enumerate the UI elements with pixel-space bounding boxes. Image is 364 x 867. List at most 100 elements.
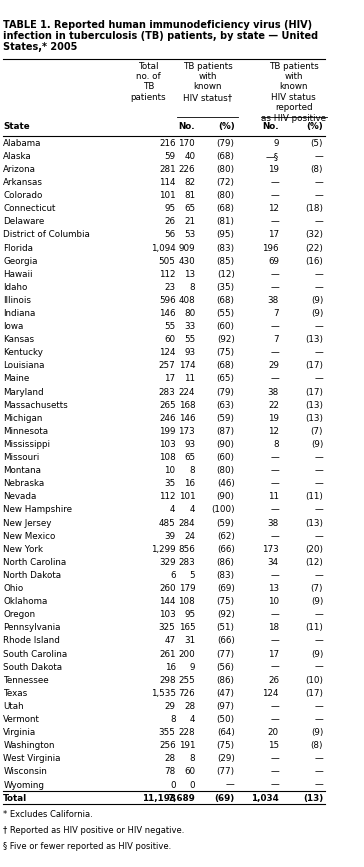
- Text: —§: —§: [266, 152, 279, 160]
- Text: Mississippi: Mississippi: [3, 440, 50, 449]
- Text: 173: 173: [262, 544, 279, 554]
- Text: (77): (77): [217, 767, 235, 777]
- Text: Alabama: Alabama: [3, 139, 42, 147]
- Text: 112: 112: [159, 492, 175, 501]
- Text: Texas: Texas: [3, 688, 28, 698]
- Text: 1,535: 1,535: [151, 688, 175, 698]
- Text: (85): (85): [217, 257, 235, 265]
- Text: West Virginia: West Virginia: [3, 754, 61, 763]
- Text: 101: 101: [159, 191, 175, 200]
- Text: (68): (68): [217, 296, 235, 305]
- Text: (80): (80): [217, 191, 235, 200]
- Text: 38: 38: [268, 518, 279, 527]
- Text: (22): (22): [305, 244, 323, 252]
- Text: 1,299: 1,299: [151, 544, 175, 554]
- Text: (59): (59): [217, 518, 235, 527]
- Text: 7,689: 7,689: [167, 793, 195, 803]
- Text: (97): (97): [217, 702, 235, 711]
- Text: (60): (60): [217, 453, 235, 462]
- Text: Total
no. of
TB
patients: Total no. of TB patients: [131, 62, 166, 101]
- Text: (79): (79): [217, 388, 235, 396]
- Text: 78: 78: [164, 767, 175, 777]
- Text: —: —: [270, 375, 279, 383]
- Text: —: —: [314, 531, 323, 541]
- Text: (77): (77): [217, 649, 235, 659]
- Text: 146: 146: [159, 309, 175, 318]
- Text: 114: 114: [159, 178, 175, 187]
- Text: —: —: [314, 283, 323, 292]
- Text: Iowa: Iowa: [3, 322, 24, 331]
- Text: 18: 18: [268, 623, 279, 632]
- Text: (90): (90): [217, 440, 235, 449]
- Text: (%): (%): [306, 122, 323, 131]
- Text: Nevada: Nevada: [3, 492, 37, 501]
- Text: Illinois: Illinois: [3, 296, 31, 305]
- Text: 329: 329: [159, 557, 175, 567]
- Text: Vermont: Vermont: [3, 715, 40, 724]
- Text: 26: 26: [165, 218, 175, 226]
- Text: —: —: [314, 754, 323, 763]
- Text: Pennsylvania: Pennsylvania: [3, 623, 61, 632]
- Text: 505: 505: [159, 257, 175, 265]
- Text: Indiana: Indiana: [3, 309, 36, 318]
- Text: 80: 80: [184, 309, 195, 318]
- Text: Idaho: Idaho: [3, 283, 28, 292]
- Text: 6: 6: [170, 571, 175, 580]
- Text: —: —: [314, 218, 323, 226]
- Text: 55: 55: [184, 336, 195, 344]
- Text: Connecticut: Connecticut: [3, 205, 56, 213]
- Text: 13: 13: [184, 270, 195, 278]
- Text: 325: 325: [159, 623, 175, 632]
- Text: 4: 4: [190, 715, 195, 724]
- Text: 60: 60: [184, 767, 195, 777]
- Text: 298: 298: [159, 675, 175, 685]
- Text: 47: 47: [165, 636, 175, 645]
- Text: 146: 146: [179, 414, 195, 423]
- Text: (9): (9): [311, 309, 323, 318]
- Text: 29: 29: [268, 362, 279, 370]
- Text: 21: 21: [184, 218, 195, 226]
- Text: 283: 283: [178, 557, 195, 567]
- Text: (86): (86): [217, 675, 235, 685]
- Text: 226: 226: [179, 165, 195, 174]
- Text: 1,034: 1,034: [251, 793, 279, 803]
- Text: (62): (62): [217, 531, 235, 541]
- Text: § Five or fewer reported as HIV positive.: § Five or fewer reported as HIV positive…: [3, 843, 171, 851]
- Text: 200: 200: [178, 649, 195, 659]
- Text: 909: 909: [179, 244, 195, 252]
- Text: 168: 168: [179, 401, 195, 410]
- Text: (18): (18): [305, 205, 323, 213]
- Text: 19: 19: [268, 414, 279, 423]
- Text: (12): (12): [305, 557, 323, 567]
- Text: 260: 260: [159, 584, 175, 593]
- Text: (47): (47): [217, 688, 235, 698]
- Text: 1,094: 1,094: [151, 244, 175, 252]
- Text: (9): (9): [311, 296, 323, 305]
- Text: (12): (12): [217, 270, 235, 278]
- Text: Wyoming: Wyoming: [3, 780, 44, 790]
- Text: —: —: [314, 610, 323, 619]
- Text: Total: Total: [3, 793, 28, 803]
- Text: (5): (5): [311, 139, 323, 147]
- Text: —: —: [314, 571, 323, 580]
- Text: 0: 0: [190, 780, 195, 790]
- Text: 173: 173: [178, 427, 195, 436]
- Text: 38: 38: [268, 388, 279, 396]
- Text: Virginia: Virginia: [3, 728, 36, 737]
- Text: TB patients
with
known
HIV status†: TB patients with known HIV status†: [183, 62, 233, 101]
- Text: —: —: [314, 466, 323, 475]
- Text: Utah: Utah: [3, 702, 24, 711]
- Text: (80): (80): [217, 466, 235, 475]
- Text: (75): (75): [217, 741, 235, 750]
- Text: 11: 11: [184, 375, 195, 383]
- Text: Colorado: Colorado: [3, 191, 43, 200]
- Text: —: —: [314, 152, 323, 160]
- Text: (95): (95): [217, 231, 235, 239]
- Text: 82: 82: [184, 178, 195, 187]
- Text: 255: 255: [178, 675, 195, 685]
- Text: Nebraska: Nebraska: [3, 479, 44, 488]
- Text: Kansas: Kansas: [3, 336, 35, 344]
- Text: —: —: [314, 479, 323, 488]
- Text: 59: 59: [165, 152, 175, 160]
- Text: 19: 19: [268, 165, 279, 174]
